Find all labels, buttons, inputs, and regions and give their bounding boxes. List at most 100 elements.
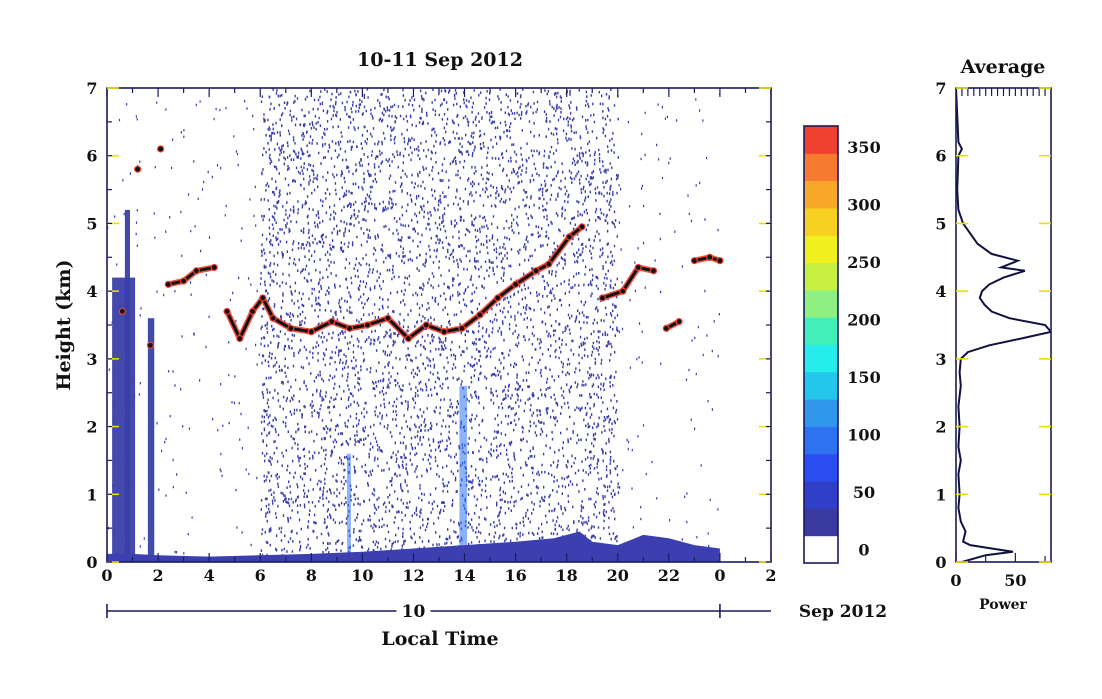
side-y-tick-label: 7 bbox=[935, 79, 946, 98]
x-tick-label: 18 bbox=[556, 566, 578, 585]
layer-point bbox=[223, 307, 231, 316]
x-tick-label: 2 bbox=[765, 566, 776, 585]
main-chart-title: 10-11 Sep 2012 bbox=[357, 49, 523, 71]
side-y-tick-label: 2 bbox=[935, 418, 946, 437]
colorbar bbox=[804, 126, 838, 564]
side-y-tick-label: 5 bbox=[935, 214, 946, 233]
x-tick-label: 4 bbox=[204, 566, 215, 585]
layer-point bbox=[422, 321, 430, 329]
side-y-axis: 0 1 2 3 4 5 6 7 bbox=[935, 79, 1051, 572]
colorbar-segment bbox=[804, 426, 838, 455]
layer-point bbox=[269, 314, 277, 322]
layer-core bbox=[406, 323, 428, 341]
y-tick-label: 7 bbox=[86, 79, 97, 98]
layer-point bbox=[236, 334, 244, 343]
layer-point bbox=[440, 328, 448, 336]
colorbar-segment bbox=[804, 317, 838, 345]
vertical-streaks bbox=[112, 209, 468, 562]
y-tick-label: 1 bbox=[86, 485, 97, 504]
colorbar-tick-label: 350 bbox=[847, 138, 880, 157]
main-y-axis: 0 1 2 3 4 5 6 7 bbox=[86, 79, 771, 572]
x-tick-label: 22 bbox=[658, 566, 680, 585]
colorbar-ticks: 0 50 100 150 200 250 300 350 bbox=[847, 138, 880, 560]
layer-core bbox=[460, 313, 482, 330]
layer-point bbox=[384, 314, 392, 322]
noise-speckle bbox=[107, 88, 721, 562]
layer-point bbox=[649, 267, 658, 275]
colorbar-segment bbox=[804, 399, 838, 427]
layer-core bbox=[514, 269, 538, 286]
colorbar-tick-label: 200 bbox=[847, 310, 880, 329]
date-bar-label: 10 bbox=[402, 602, 426, 622]
layer-point bbox=[458, 324, 466, 332]
layer-point bbox=[690, 257, 698, 265]
echo-streak bbox=[347, 453, 351, 562]
layer-core bbox=[309, 320, 334, 334]
colorbar-segment bbox=[804, 371, 838, 400]
colorbar-segment bbox=[804, 153, 838, 182]
layer-point bbox=[476, 311, 484, 319]
layer-point bbox=[675, 318, 683, 326]
layer-point bbox=[180, 277, 188, 285]
y-tick-label: 6 bbox=[86, 147, 97, 166]
layer-point bbox=[716, 257, 724, 265]
layer-point bbox=[578, 223, 586, 231]
x-tick-label: 0 bbox=[714, 566, 725, 585]
layer-core bbox=[547, 235, 571, 266]
y-tick-label: 2 bbox=[86, 418, 97, 437]
layer-point bbox=[363, 321, 372, 329]
colorbar-segment bbox=[804, 262, 838, 291]
colorbar-tick-label: 250 bbox=[847, 253, 880, 272]
colorbar-segment bbox=[804, 235, 838, 264]
layer-point bbox=[598, 294, 607, 302]
average-power-profile-line bbox=[956, 88, 1051, 562]
layer-core bbox=[225, 309, 242, 341]
x-tick-label: 6 bbox=[255, 566, 266, 585]
side-x-axis-label: Power bbox=[979, 597, 1027, 613]
side-y-tick-label: 6 bbox=[935, 147, 946, 166]
layer-point bbox=[146, 341, 155, 349]
layer-point bbox=[210, 263, 218, 272]
side-y-tick-label: 1 bbox=[935, 485, 946, 504]
layer-point bbox=[404, 334, 412, 343]
colorbar-segment bbox=[804, 207, 838, 236]
side-y-tick-label: 0 bbox=[935, 553, 946, 572]
layer-point bbox=[662, 324, 670, 332]
colorbar-tick-label: 150 bbox=[847, 368, 880, 387]
colorbar-segment bbox=[804, 180, 838, 209]
x-tick-label: 20 bbox=[607, 566, 629, 585]
colorbar-segment bbox=[804, 289, 838, 318]
side-y-tick-label: 3 bbox=[935, 350, 946, 369]
x-tick-label: 2 bbox=[153, 566, 164, 585]
layer-point bbox=[118, 307, 126, 316]
y-tick-label: 0 bbox=[86, 553, 97, 572]
date-bar-suffix: Sep 2012 bbox=[799, 602, 887, 622]
y-tick-label: 5 bbox=[86, 214, 97, 233]
y-tick-label: 4 bbox=[86, 282, 97, 301]
layer-point bbox=[346, 324, 354, 332]
layer-point bbox=[164, 280, 172, 288]
echo-streak bbox=[124, 209, 130, 562]
colorbar-segment bbox=[804, 453, 838, 482]
main-plot-area bbox=[107, 88, 724, 562]
layer-point bbox=[157, 145, 165, 153]
x-tick-label: 12 bbox=[402, 566, 424, 585]
date-bar-label-bg bbox=[396, 600, 431, 622]
x-tick-label: 0 bbox=[101, 566, 112, 585]
layer-point bbox=[706, 253, 714, 261]
layer-point bbox=[545, 260, 553, 268]
echo-streak bbox=[459, 385, 468, 562]
colorbar-tick-label: 300 bbox=[847, 195, 880, 214]
x-tick-label: 16 bbox=[504, 566, 526, 585]
colorbar-segment bbox=[804, 344, 838, 373]
layer-point bbox=[532, 267, 540, 275]
x-tick-label: 14 bbox=[453, 566, 475, 585]
layer-point bbox=[259, 294, 267, 302]
layer-core bbox=[261, 296, 275, 320]
x-axis-label: Local Time bbox=[381, 628, 498, 650]
y-axis-label: Height (km) bbox=[53, 260, 75, 391]
side-x-tick-label: 50 bbox=[1004, 571, 1026, 590]
colorbar-tick-label: 100 bbox=[847, 425, 880, 444]
inversion-layer-trace bbox=[118, 145, 724, 349]
